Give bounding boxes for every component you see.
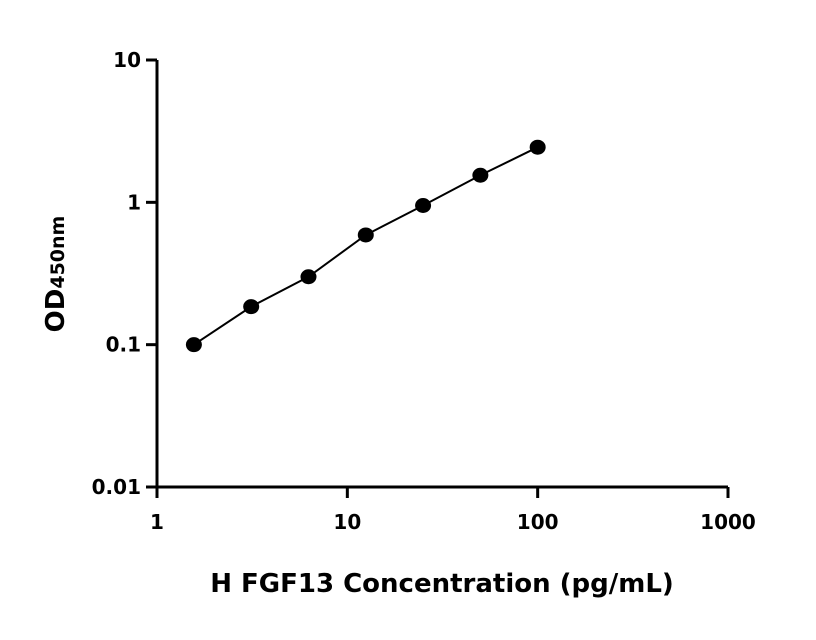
- x-tick-label: 1: [150, 510, 164, 534]
- data-point: [472, 167, 489, 183]
- data-point: [357, 227, 374, 243]
- data-series: [185, 139, 546, 353]
- y-axis-label-main: OD: [41, 289, 71, 333]
- x-axis-label: H FGF13 Concentration (pg/mL): [210, 569, 674, 599]
- data-point: [529, 139, 546, 155]
- y-tick-label: 0.1: [106, 333, 141, 357]
- data-point: [243, 299, 260, 315]
- y-tick-label: 1: [127, 190, 141, 214]
- y-tick-label: 0.01: [92, 475, 141, 499]
- x-tick-label: 1000: [700, 510, 756, 534]
- y-axis-label-subscript: 450nm: [47, 216, 69, 289]
- y-tick-label: 10: [113, 48, 141, 72]
- data-point: [185, 337, 202, 353]
- data-point: [415, 198, 432, 214]
- axes: 1 10 100 1000 0.01 0.1 1 10: [92, 48, 756, 534]
- y-axis-label: OD450nm: [41, 216, 71, 333]
- x-tick-label: 10: [333, 510, 361, 534]
- data-point: [300, 269, 317, 285]
- x-tick-label: 100: [517, 510, 559, 534]
